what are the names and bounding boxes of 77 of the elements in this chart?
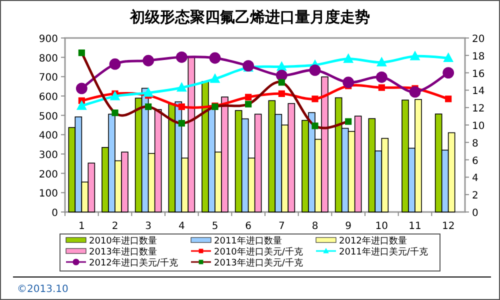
- point: [245, 94, 252, 100]
- legend-label: 2012年进口数量: [339, 236, 407, 246]
- y-tick-label: 500: [38, 111, 58, 122]
- x-tick-label: 12: [442, 221, 455, 232]
- x-tick-label: 5: [212, 221, 218, 232]
- point: [442, 67, 454, 78]
- point: [210, 73, 220, 83]
- text: ©2013.10: [17, 284, 68, 295]
- x-tick-label: 8: [312, 221, 318, 232]
- y-tick-label: 800: [38, 53, 58, 64]
- legend-label: 2011年进口美元/千克: [339, 246, 428, 258]
- point: [245, 100, 252, 108]
- point: [312, 122, 318, 130]
- legend-label: 2013年进口数量: [89, 246, 157, 258]
- y-tick-label: 900: [38, 34, 58, 45]
- y2-tick-label: 16: [472, 68, 485, 80]
- point: [78, 49, 85, 56]
- point: [309, 64, 321, 76]
- point: [343, 53, 354, 63]
- y-tick-label: 700: [38, 72, 58, 84]
- y2-tick-label: 4: [472, 173, 478, 184]
- point: [345, 118, 352, 125]
- point: [342, 76, 354, 88]
- y-tick-label: 0: [52, 208, 58, 219]
- x-tick-label: 7: [278, 221, 285, 232]
- y-tick-label: 600: [38, 92, 58, 103]
- y2-tick-label: 0: [472, 208, 478, 219]
- point: [312, 96, 318, 102]
- x-tick-label: 10: [375, 221, 388, 232]
- x-tick-label: 2: [112, 221, 118, 232]
- x-tick-label: 9: [345, 221, 352, 232]
- point: [376, 71, 388, 83]
- point: [176, 51, 188, 63]
- point: [378, 84, 385, 91]
- y2-tick-label: 2: [472, 190, 478, 202]
- point: [278, 79, 285, 86]
- point: [112, 110, 118, 116]
- y-tick-label: 100: [38, 188, 58, 200]
- legend-label: 2010年进口数量: [89, 236, 157, 246]
- point: [176, 82, 187, 92]
- x-tick-label: 4: [178, 221, 185, 232]
- y-tick-label: 400: [38, 130, 58, 142]
- legend-label: 2011年进口数量: [214, 236, 282, 246]
- y-tick-label: 300: [38, 150, 58, 161]
- y2-tick-label: 8: [472, 138, 478, 150]
- point: [278, 90, 285, 97]
- x-tick-label: 1: [78, 221, 85, 232]
- x-tick-label: 3: [145, 221, 152, 232]
- y2-tick-label: 18: [472, 51, 485, 62]
- chart-title: 初级形态聚四氟乙烯进口量月度走势: [129, 8, 370, 26]
- y2-tick-label: 10: [472, 121, 485, 132]
- y2-tick-label: 20: [472, 34, 485, 45]
- point: [109, 58, 121, 70]
- point: [443, 52, 454, 62]
- y-tick-label: 200: [38, 169, 58, 180]
- x-tick-label: 6: [245, 221, 252, 232]
- legend-label: 2012年进口美元/千克: [89, 258, 178, 268]
- point: [376, 56, 387, 66]
- point: [409, 86, 421, 98]
- y2-tick-label: 12: [472, 104, 485, 115]
- point: [76, 100, 87, 110]
- point: [276, 61, 287, 71]
- point: [445, 96, 452, 102]
- point: [142, 54, 154, 66]
- legend-label: 2013年进口美元/千克: [214, 258, 303, 268]
- y2-tick-label: 6: [472, 156, 478, 167]
- point: [145, 103, 152, 110]
- x-tick-label: 11: [408, 221, 422, 232]
- point: [143, 87, 154, 97]
- point: [178, 103, 185, 110]
- point: [110, 90, 120, 100]
- y2-tick-label: 14: [472, 86, 485, 98]
- point: [178, 120, 185, 127]
- legend-label: 2010年进口美元/千克: [214, 246, 303, 258]
- point: [209, 52, 221, 64]
- point: [410, 50, 420, 60]
- point: [76, 82, 88, 94]
